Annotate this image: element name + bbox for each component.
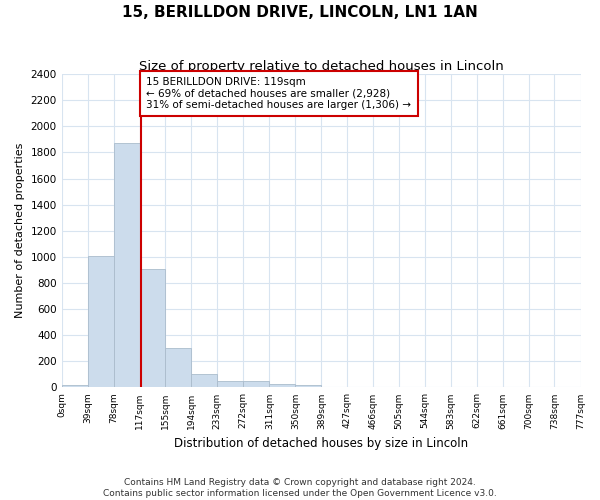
Bar <box>243 381 269 388</box>
Bar <box>191 374 217 388</box>
Bar <box>114 144 140 388</box>
X-axis label: Distribution of detached houses by size in Lincoln: Distribution of detached houses by size … <box>174 437 468 450</box>
Bar <box>217 381 243 388</box>
Y-axis label: Number of detached properties: Number of detached properties <box>15 143 25 318</box>
Text: Contains HM Land Registry data © Crown copyright and database right 2024.
Contai: Contains HM Land Registry data © Crown c… <box>103 478 497 498</box>
Bar <box>140 270 165 388</box>
Title: Size of property relative to detached houses in Lincoln: Size of property relative to detached ho… <box>139 60 503 73</box>
Text: 15 BERILLDON DRIVE: 119sqm
← 69% of detached houses are smaller (2,928)
31% of s: 15 BERILLDON DRIVE: 119sqm ← 69% of deta… <box>146 77 412 110</box>
Bar <box>88 256 114 388</box>
Bar <box>165 348 191 388</box>
Bar <box>269 384 295 388</box>
Bar <box>62 385 88 388</box>
Text: 15, BERILLDON DRIVE, LINCOLN, LN1 1AN: 15, BERILLDON DRIVE, LINCOLN, LN1 1AN <box>122 5 478 20</box>
Bar <box>295 385 322 388</box>
